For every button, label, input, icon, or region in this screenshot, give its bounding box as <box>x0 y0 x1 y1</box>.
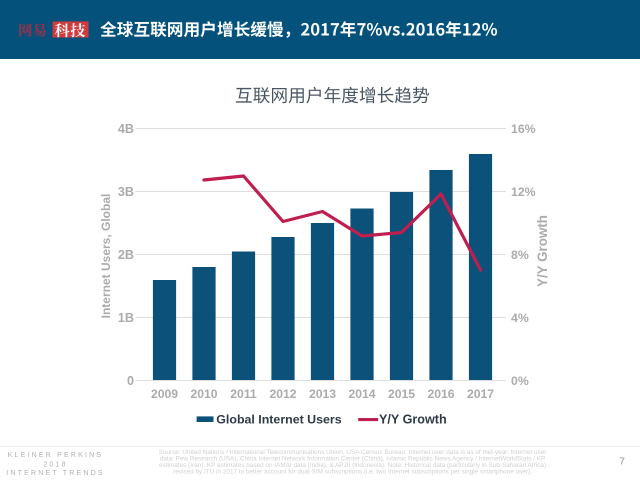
svg-text:Y/Y Growth: Y/Y Growth <box>535 215 550 287</box>
svg-text:Source: United Nations / Inter: Source: United Nations / International T… <box>159 449 548 456</box>
svg-text:2017: 2017 <box>467 387 494 401</box>
svg-text:12%: 12% <box>511 185 536 199</box>
svg-text:0%: 0% <box>511 374 529 388</box>
svg-text:2010: 2010 <box>190 387 217 401</box>
svg-text:1B: 1B <box>118 311 134 325</box>
svg-text:Y/Y Growth: Y/Y Growth <box>379 413 447 427</box>
svg-text:INTERNET TRENDS: INTERNET TRENDS <box>6 470 104 477</box>
svg-text:Global Internet Users: Global Internet Users <box>216 413 341 427</box>
svg-text:2015: 2015 <box>388 387 415 401</box>
svg-text:KLEINER PERKINS: KLEINER PERKINS <box>8 452 104 459</box>
svg-text:2009: 2009 <box>151 387 178 401</box>
svg-text:data: Pew Research (USA), Chin: data: Pew Research (USA), China Internet… <box>160 456 546 463</box>
svg-text:2014: 2014 <box>348 387 375 401</box>
svg-text:2012: 2012 <box>269 387 296 401</box>
svg-text:7: 7 <box>619 456 625 468</box>
svg-text:16%: 16% <box>511 122 536 136</box>
svg-text:Internet Users, Global: Internet Users, Global <box>99 194 113 319</box>
svg-text:4B: 4B <box>118 122 134 136</box>
svg-text:2B: 2B <box>118 248 134 262</box>
svg-text:estimates (Iran). KP estimates: estimates (Iran). KP estimates based on … <box>159 462 546 469</box>
svg-text:2016: 2016 <box>427 387 454 401</box>
svg-text:0: 0 <box>127 374 134 388</box>
svg-text:3B: 3B <box>118 185 134 199</box>
svg-text:2018: 2018 <box>43 462 67 469</box>
svg-text:2013: 2013 <box>309 387 336 401</box>
svg-text:4%: 4% <box>511 311 529 325</box>
svg-text:2011: 2011 <box>230 387 257 401</box>
svg-text:revised by ITU in 2017 to bett: revised by ITU in 2017 to better account… <box>173 469 532 476</box>
svg-text:8%: 8% <box>511 248 529 262</box>
